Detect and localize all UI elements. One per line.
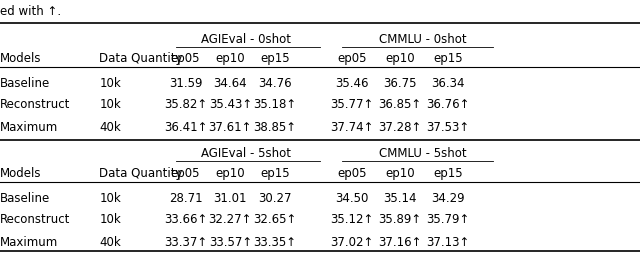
Text: 35.77↑: 35.77↑ xyxy=(330,98,374,110)
Text: ep15: ep15 xyxy=(260,166,290,179)
Text: Reconstruct: Reconstruct xyxy=(0,213,70,225)
Text: Baseline: Baseline xyxy=(0,191,51,204)
Text: Data Quantity: Data Quantity xyxy=(99,52,182,65)
Text: 40k: 40k xyxy=(99,235,121,248)
Text: 35.12↑: 35.12↑ xyxy=(330,213,374,225)
Text: 37.16↑: 37.16↑ xyxy=(378,235,422,248)
Text: 28.71: 28.71 xyxy=(169,191,202,204)
Text: ep05: ep05 xyxy=(337,52,367,65)
Text: 36.75: 36.75 xyxy=(383,77,417,90)
Text: 34.29: 34.29 xyxy=(431,191,465,204)
Text: 35.43↑: 35.43↑ xyxy=(209,98,252,110)
Text: 35.18↑: 35.18↑ xyxy=(253,98,297,110)
Text: Baseline: Baseline xyxy=(0,77,51,90)
Text: 38.85↑: 38.85↑ xyxy=(253,121,297,133)
Text: ep10: ep10 xyxy=(385,52,415,65)
Text: 35.79↑: 35.79↑ xyxy=(426,213,470,225)
Text: 10k: 10k xyxy=(99,98,121,110)
Text: 10k: 10k xyxy=(99,213,121,225)
Text: 30.27: 30.27 xyxy=(259,191,292,204)
Text: 37.02↑: 37.02↑ xyxy=(330,235,374,248)
Text: CMMLU - 5shot: CMMLU - 5shot xyxy=(379,147,466,159)
Text: ep10: ep10 xyxy=(216,166,245,179)
Text: ep05: ep05 xyxy=(337,166,367,179)
Text: ep10: ep10 xyxy=(385,166,415,179)
Text: ed with ↑.: ed with ↑. xyxy=(0,5,61,18)
Text: 34.76: 34.76 xyxy=(259,77,292,90)
Text: 37.74↑: 37.74↑ xyxy=(330,121,374,133)
Text: ep15: ep15 xyxy=(260,52,290,65)
Text: AGIEval - 5shot: AGIEval - 5shot xyxy=(202,147,291,159)
Text: ep05: ep05 xyxy=(171,166,200,179)
Text: CMMLU - 0shot: CMMLU - 0shot xyxy=(379,33,466,46)
Text: 33.66↑: 33.66↑ xyxy=(164,213,207,225)
Text: 35.82↑: 35.82↑ xyxy=(164,98,207,110)
Text: 36.76↑: 36.76↑ xyxy=(426,98,470,110)
Text: 35.89↑: 35.89↑ xyxy=(378,213,422,225)
Text: 35.46: 35.46 xyxy=(335,77,369,90)
Text: ep15: ep15 xyxy=(433,52,463,65)
Text: 10k: 10k xyxy=(99,77,121,90)
Text: ep10: ep10 xyxy=(216,52,245,65)
Text: 37.53↑: 37.53↑ xyxy=(426,121,470,133)
Text: 40k: 40k xyxy=(99,121,121,133)
Text: Maximum: Maximum xyxy=(0,235,58,248)
Text: 32.65↑: 32.65↑ xyxy=(253,213,297,225)
Text: 31.01: 31.01 xyxy=(214,191,247,204)
Text: ep05: ep05 xyxy=(171,52,200,65)
Text: 34.64: 34.64 xyxy=(214,77,247,90)
Text: Models: Models xyxy=(0,52,42,65)
Text: Maximum: Maximum xyxy=(0,121,58,133)
Text: 33.37↑: 33.37↑ xyxy=(164,235,207,248)
Text: 33.35↑: 33.35↑ xyxy=(253,235,297,248)
Text: 32.27↑: 32.27↑ xyxy=(209,213,252,225)
Text: 36.41↑: 36.41↑ xyxy=(164,121,207,133)
Text: 34.50: 34.50 xyxy=(335,191,369,204)
Text: 37.28↑: 37.28↑ xyxy=(378,121,422,133)
Text: ep15: ep15 xyxy=(433,166,463,179)
Text: Reconstruct: Reconstruct xyxy=(0,98,70,110)
Text: 37.61↑: 37.61↑ xyxy=(209,121,252,133)
Text: 33.57↑: 33.57↑ xyxy=(209,235,252,248)
Text: Models: Models xyxy=(0,166,42,179)
Text: 35.14: 35.14 xyxy=(383,191,417,204)
Text: 37.13↑: 37.13↑ xyxy=(426,235,470,248)
Text: Data Quantity: Data Quantity xyxy=(99,166,182,179)
Text: AGIEval - 0shot: AGIEval - 0shot xyxy=(202,33,291,46)
Text: 10k: 10k xyxy=(99,191,121,204)
Text: 31.59: 31.59 xyxy=(169,77,202,90)
Text: 36.85↑: 36.85↑ xyxy=(378,98,422,110)
Text: 36.34: 36.34 xyxy=(431,77,465,90)
